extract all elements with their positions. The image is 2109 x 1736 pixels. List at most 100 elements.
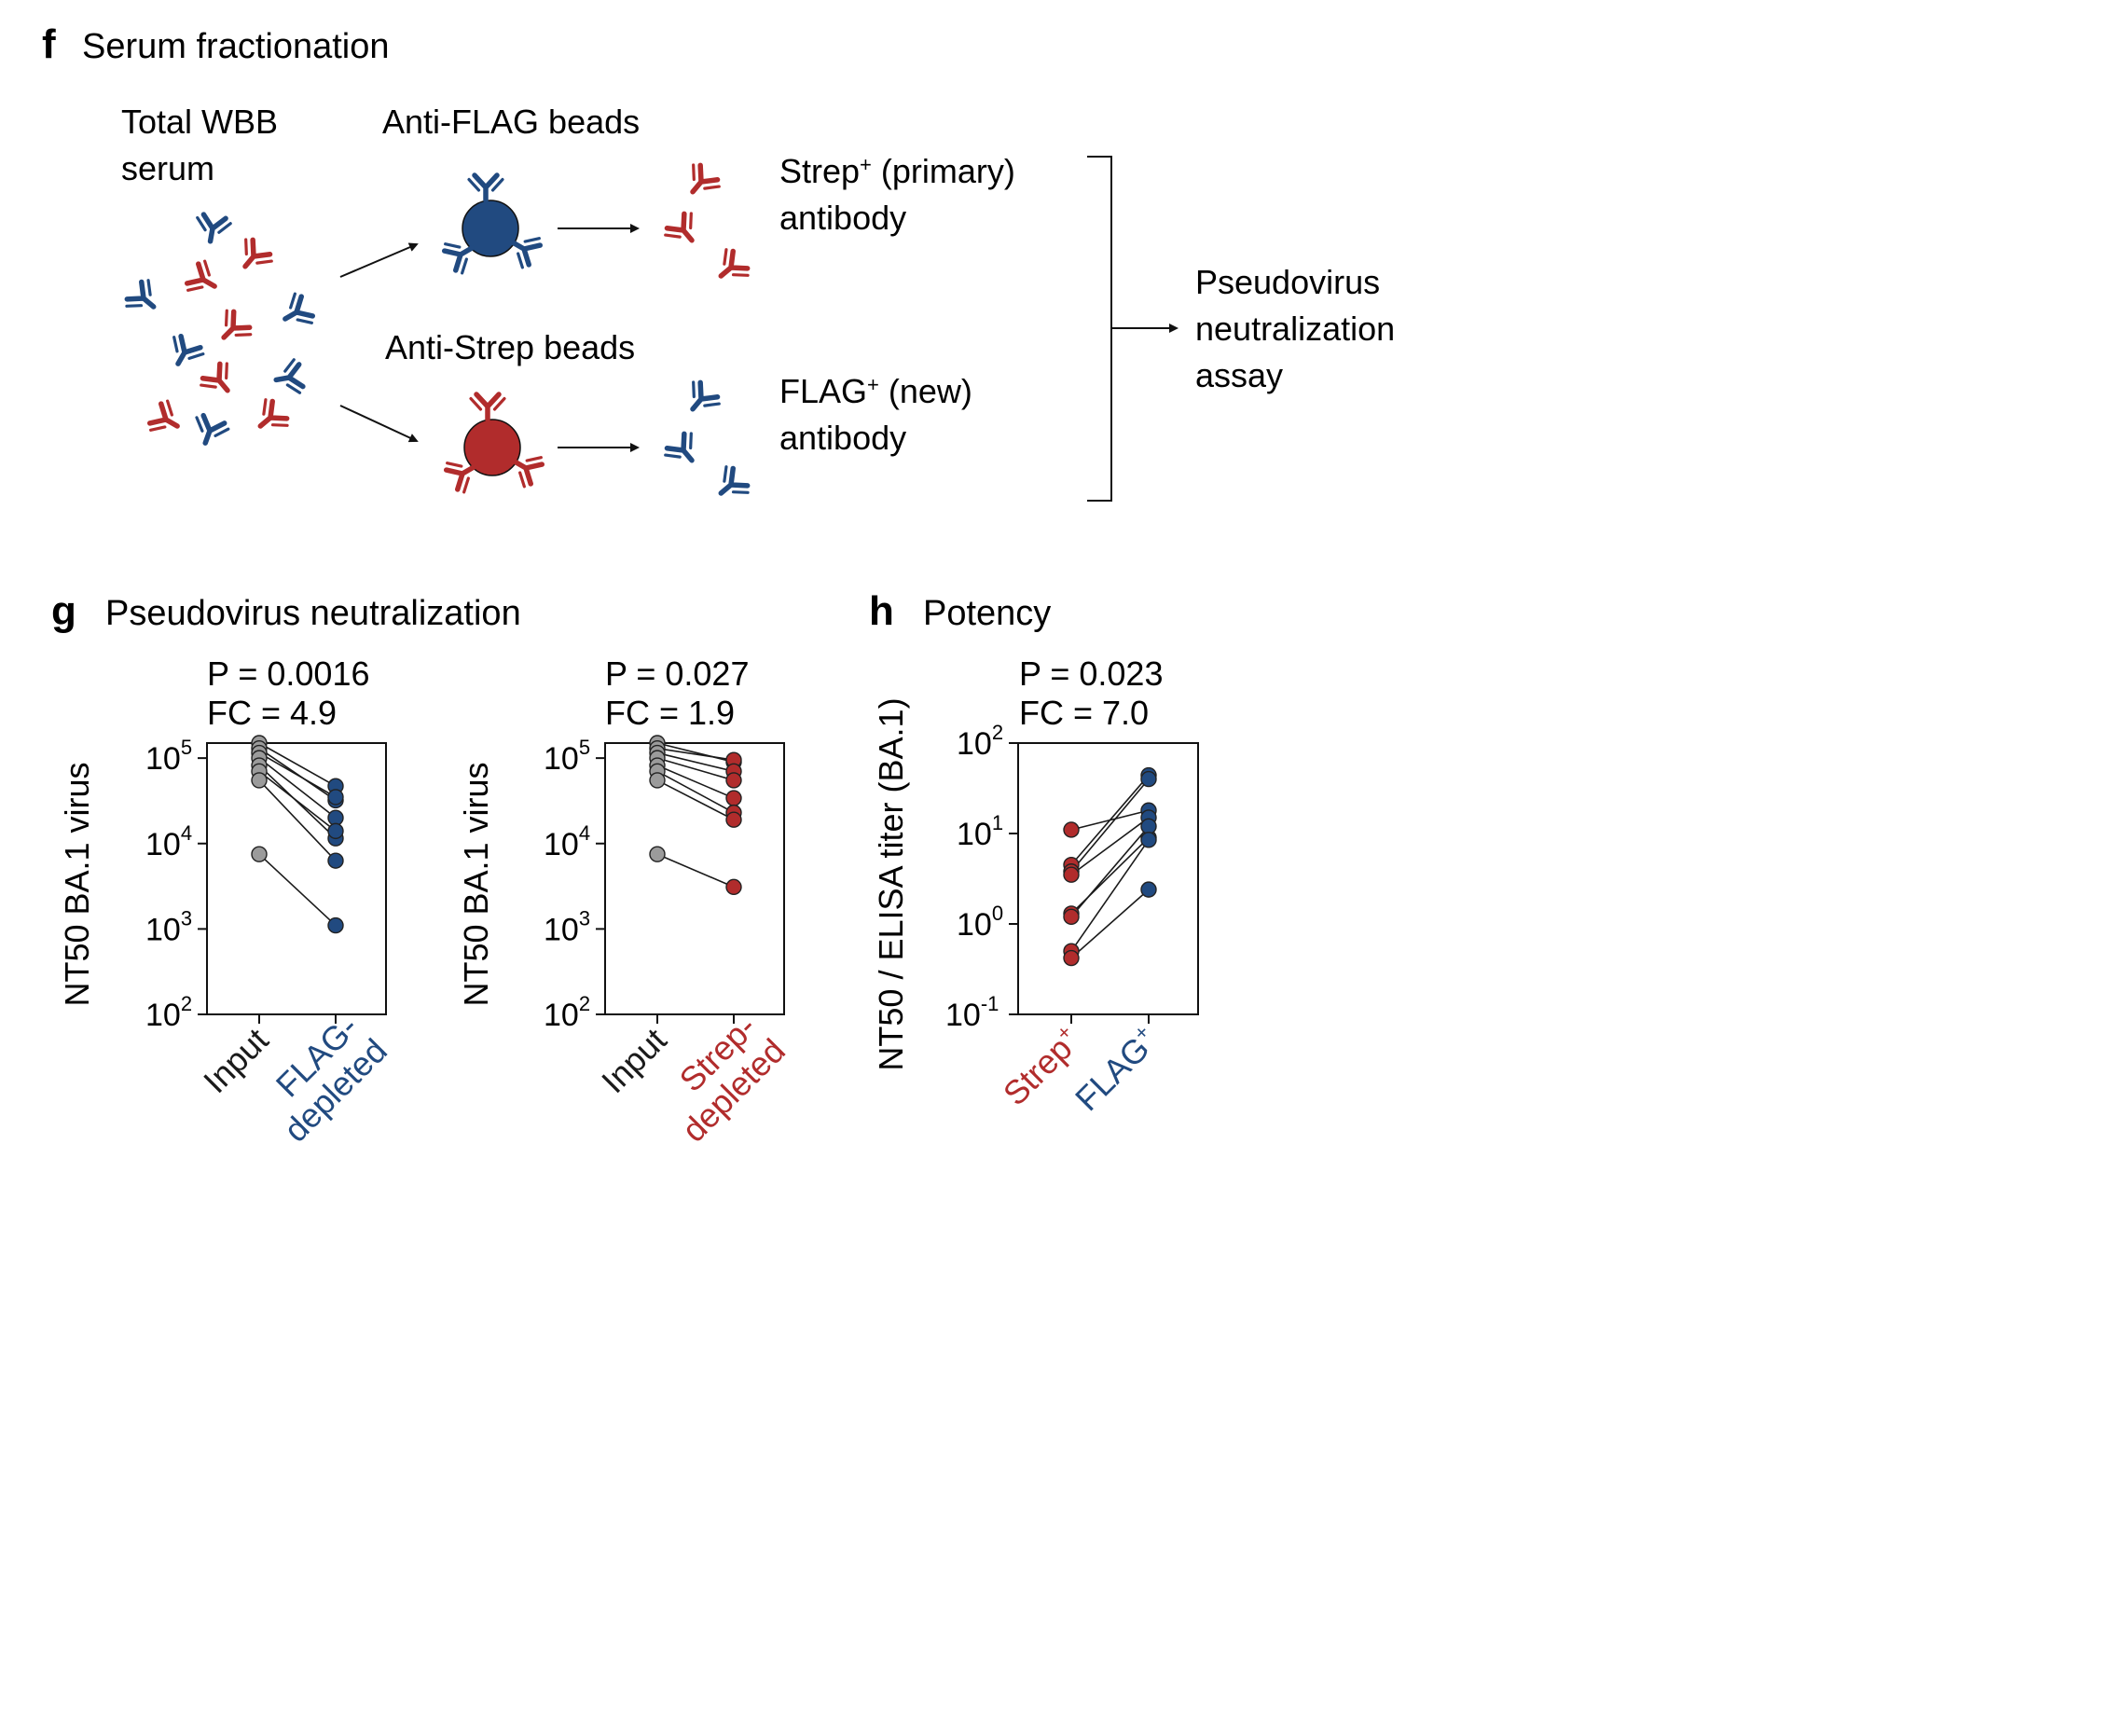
pair-line xyxy=(656,770,735,814)
serum-antibody-cluster xyxy=(124,212,316,446)
strep-primary-label-line1: Strep+ (primary) xyxy=(779,152,1015,190)
data-point xyxy=(1140,770,1157,788)
pair-line xyxy=(656,742,735,764)
anti-flag-beads-label: Anti-FLAG beads xyxy=(382,103,640,141)
panel-g-letter: g xyxy=(51,588,76,634)
x-category-label: FLAG+ xyxy=(1067,1020,1165,1118)
bracket-icon xyxy=(1087,156,1112,502)
pair-line xyxy=(258,853,337,927)
antibody-icon xyxy=(469,392,506,422)
data-point xyxy=(251,846,268,862)
data-point xyxy=(327,916,344,934)
data-point xyxy=(327,822,344,840)
data-point xyxy=(327,789,344,806)
antibody-icon xyxy=(184,259,217,292)
assay-label-line2: neutralization xyxy=(1195,310,1395,348)
antibody-icon xyxy=(195,412,230,446)
antibody-icon xyxy=(146,399,180,432)
y-tick-label: 103 xyxy=(544,906,590,947)
pair-line xyxy=(258,770,337,832)
data-point xyxy=(327,852,344,869)
p-value-label: P = 0.027 xyxy=(605,654,749,693)
pair-line xyxy=(656,747,735,761)
panel-f-title: Serum fractionation xyxy=(82,27,390,66)
antibody-icon xyxy=(467,172,504,203)
antibody-icon xyxy=(200,361,230,393)
pair-line xyxy=(656,757,735,781)
flag-new-label-line1: FLAG+ (new) xyxy=(779,372,972,410)
antibody-icon xyxy=(242,237,273,269)
assay-label-line3: assay xyxy=(1195,356,1283,394)
antibody-icon xyxy=(512,456,545,489)
pair-line xyxy=(656,765,735,799)
antibody-icon xyxy=(283,292,316,324)
data-point xyxy=(649,846,666,862)
pair-line xyxy=(656,853,735,889)
antibody-icon xyxy=(196,212,232,244)
plot-frame xyxy=(1017,742,1199,1015)
antibody-icon xyxy=(664,431,695,463)
y-tick-label: 104 xyxy=(145,821,192,862)
strep-antibody-group xyxy=(664,162,751,279)
data-point xyxy=(1063,866,1080,883)
data-point xyxy=(725,790,742,806)
y-axis-label: NT50 / ELISA titer (BA.1) xyxy=(872,697,910,1070)
pair-line xyxy=(258,757,337,819)
bead-icon xyxy=(463,419,521,476)
antibody-icon xyxy=(124,279,157,310)
y-axis-label: NT50 BA.1 virus xyxy=(457,762,495,1006)
panel-f-letter: f xyxy=(42,21,56,67)
y-tick-label: 102 xyxy=(544,992,590,1033)
antibody-icon xyxy=(690,379,721,412)
y-axis-label: NT50 BA.1 virus xyxy=(58,762,96,1006)
strep-primary-label-line2: antibody xyxy=(779,199,906,237)
antibody-icon xyxy=(273,358,306,394)
pair-line xyxy=(1070,778,1150,873)
antibody-icon xyxy=(257,398,290,429)
arrow-icon xyxy=(339,242,419,278)
y-tick-label: 102 xyxy=(145,992,192,1033)
pair-line xyxy=(258,779,337,861)
data-point xyxy=(725,772,742,789)
anti-flag-bead xyxy=(441,172,544,275)
y-tick-label: 102 xyxy=(957,721,1003,762)
data-point xyxy=(251,772,268,789)
plot-frame xyxy=(206,742,387,1015)
y-tick-label: 100 xyxy=(957,902,1003,943)
antibody-icon xyxy=(510,237,544,269)
fold-change-label: FC = 4.9 xyxy=(207,694,337,732)
data-point xyxy=(1063,949,1080,967)
y-tick-label: 105 xyxy=(544,736,590,777)
data-point xyxy=(725,878,742,896)
pair-line xyxy=(1070,839,1150,952)
pair-line xyxy=(656,779,735,820)
y-tick-label: 105 xyxy=(145,736,192,777)
data-point xyxy=(1063,821,1080,838)
y-tick-label: 104 xyxy=(544,821,590,862)
x-category-label: FLAG-depleted xyxy=(250,1005,394,1150)
total-serum-label-line1: Total WBB xyxy=(121,103,278,141)
antibody-icon xyxy=(718,465,751,496)
anti-strep-beads-label: Anti-Strep beads xyxy=(385,328,635,366)
pair-line xyxy=(1070,817,1150,875)
panel-f: f Serum fractionation Total WBB serum An… xyxy=(42,21,1395,502)
y-tick-label: 103 xyxy=(145,906,192,947)
data-point xyxy=(1140,818,1157,835)
y-tick-label: 10-1 xyxy=(945,992,999,1033)
pair-line xyxy=(1070,889,1150,959)
panel-h-title: Potency xyxy=(923,594,1051,633)
pair-line xyxy=(258,751,337,798)
plot-frame xyxy=(604,742,785,1015)
antibody-icon xyxy=(690,162,721,195)
data-point xyxy=(649,772,666,789)
antibody-icon xyxy=(172,333,205,366)
bead-icon xyxy=(462,200,519,257)
fold-change-label: FC = 7.0 xyxy=(1019,694,1149,732)
data-point xyxy=(1140,832,1157,848)
pair-line xyxy=(258,742,337,787)
pair-line xyxy=(1070,825,1150,917)
antibody-icon xyxy=(443,462,476,494)
panel-g: g Pseudovirus neutralization P = 0.0016F… xyxy=(51,588,793,1150)
assay-label-line1: Pseudovirus xyxy=(1195,263,1380,301)
anti-strep-bead xyxy=(443,392,545,494)
